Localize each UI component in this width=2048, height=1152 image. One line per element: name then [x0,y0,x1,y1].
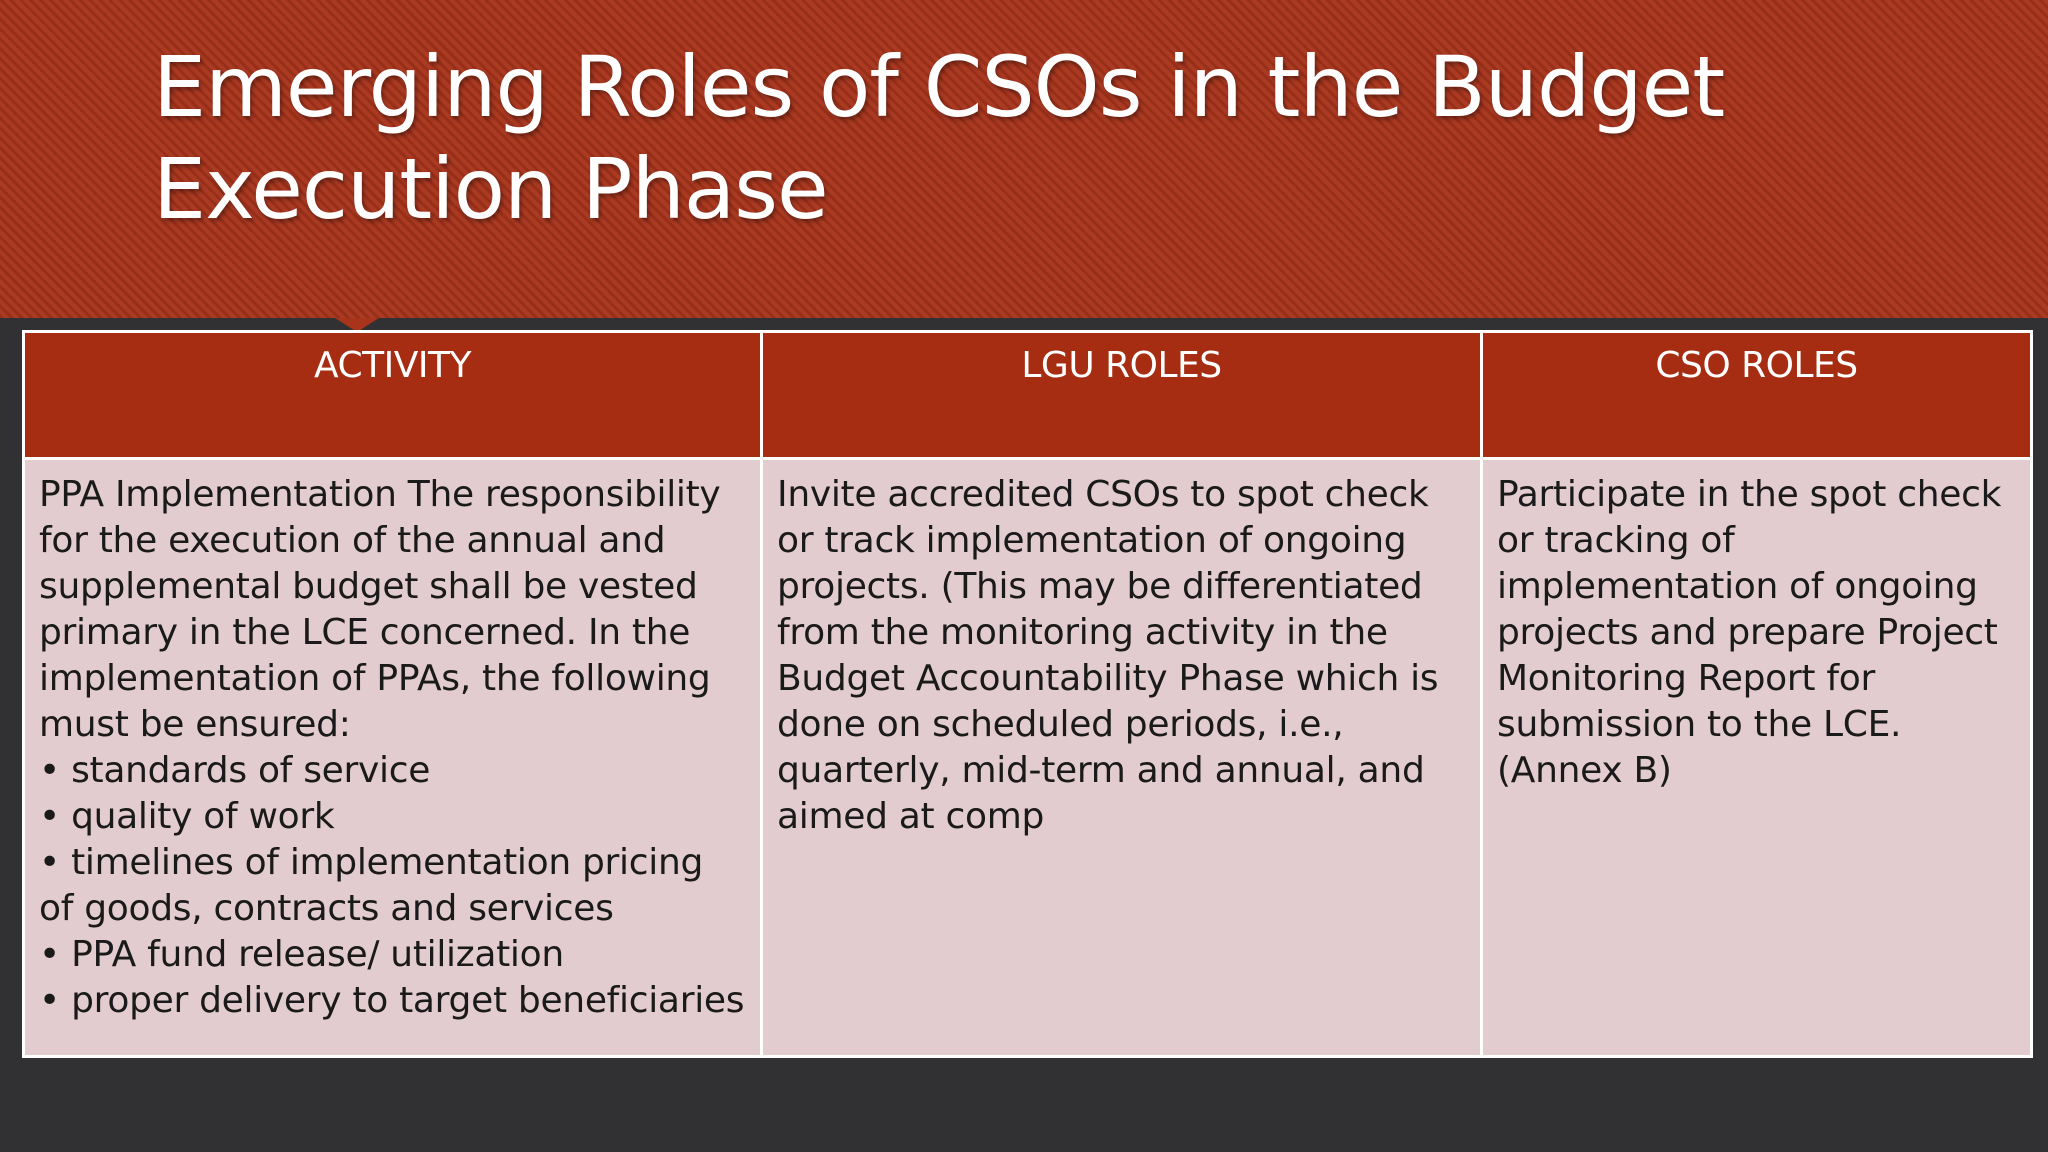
activity-bullet-item: proper delivery to target beneficiaries [39,978,746,1024]
activity-text: PPA Implementation The responsibility fo… [39,474,721,745]
activity-bullet-item: timelines of implementation pricing of g… [39,840,746,932]
activity-bullet-item: standards of service [39,748,746,794]
header-cso-roles: CSO ROLES [1480,330,2033,460]
cso-roles-cell: Participate in the spot check or trackin… [1480,457,2033,1058]
table-row: PPA Implementation The responsibility fo… [22,457,2033,1058]
cso-roles-text: Participate in the spot check or trackin… [1497,474,2002,791]
roles-table: ACTIVITY LGU ROLES CSO ROLES PPA Impleme… [22,330,2033,1058]
activity-cell: PPA Implementation The responsibility fo… [22,457,763,1058]
slide-title: Emerging Roles of CSOs in the Budget Exe… [153,38,1725,238]
table-header-row: ACTIVITY LGU ROLES CSO ROLES [22,330,2033,460]
lgu-roles-cell: Invite accredited CSOs to spot check or … [760,457,1483,1058]
title-banner: Emerging Roles of CSOs in the Budget Exe… [0,0,2048,318]
lgu-roles-text: Invite accredited CSOs to spot check or … [777,474,1439,837]
header-activity: ACTIVITY [22,330,763,460]
activity-bullet-item: PPA fund release/ utilization [39,932,746,978]
activity-bullet-list: standards of service quality of work tim… [39,748,746,1024]
header-lgu-roles: LGU ROLES [760,330,1483,460]
activity-bullet-item: quality of work [39,794,746,840]
banner-notch [335,318,379,332]
roles-table-container: ACTIVITY LGU ROLES CSO ROLES PPA Impleme… [22,330,2033,1058]
